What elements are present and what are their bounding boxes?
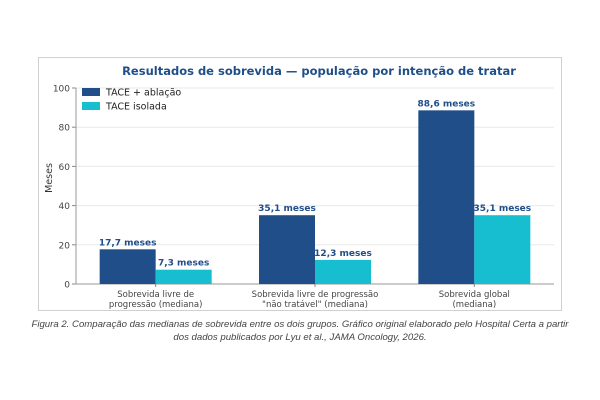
bar	[315, 259, 371, 284]
y-tick-label: 0	[64, 281, 70, 291]
x-tick-label: (mediana)	[452, 300, 496, 310]
bar	[474, 215, 531, 284]
x-tick-label: Sobrevida livre de progressão	[252, 290, 379, 300]
bar-value-label: 17,7 meses	[99, 238, 157, 248]
bar-value-label: 35,1 meses	[258, 204, 316, 214]
bar	[155, 269, 212, 284]
x-tick-label: "não tratável" (mediana)	[262, 300, 368, 310]
caption-line-1: Figura 2. Comparação das medianas de sob…	[31, 319, 569, 330]
chart-title: Resultados de sobrevida — população por …	[122, 64, 516, 78]
y-tick-label: 100	[53, 85, 70, 95]
y-tick-label: 80	[59, 124, 71, 134]
caption-line-2: dos dados publicados por Lyu et al., JAM…	[173, 332, 427, 343]
bar-value-label: 88,6 meses	[418, 99, 476, 109]
bar-value-label: 35,1 meses	[474, 204, 532, 214]
x-tick-label: Sobrevida global	[439, 290, 510, 300]
legend-label: TACE isolada	[105, 102, 167, 113]
legend-swatch	[82, 102, 100, 110]
bar-value-label: 7,3 meses	[158, 259, 209, 269]
y-axis-label: Meses	[44, 163, 55, 193]
figure-caption: Figura 2. Comparação das medianas de sob…	[0, 318, 600, 344]
y-tick-label: 60	[59, 163, 71, 173]
bar	[418, 110, 475, 285]
y-tick-label: 40	[59, 202, 71, 212]
x-tick-label: progressão (mediana)	[109, 300, 203, 310]
bar-value-label: 12,3 meses	[314, 249, 372, 259]
legend-swatch	[82, 88, 100, 96]
bar	[99, 249, 156, 284]
bar	[259, 215, 315, 284]
legend-label: TACE + ablação	[105, 88, 181, 99]
y-tick-label: 20	[59, 241, 71, 251]
x-tick-label: Sobrevida livre de	[117, 290, 194, 300]
